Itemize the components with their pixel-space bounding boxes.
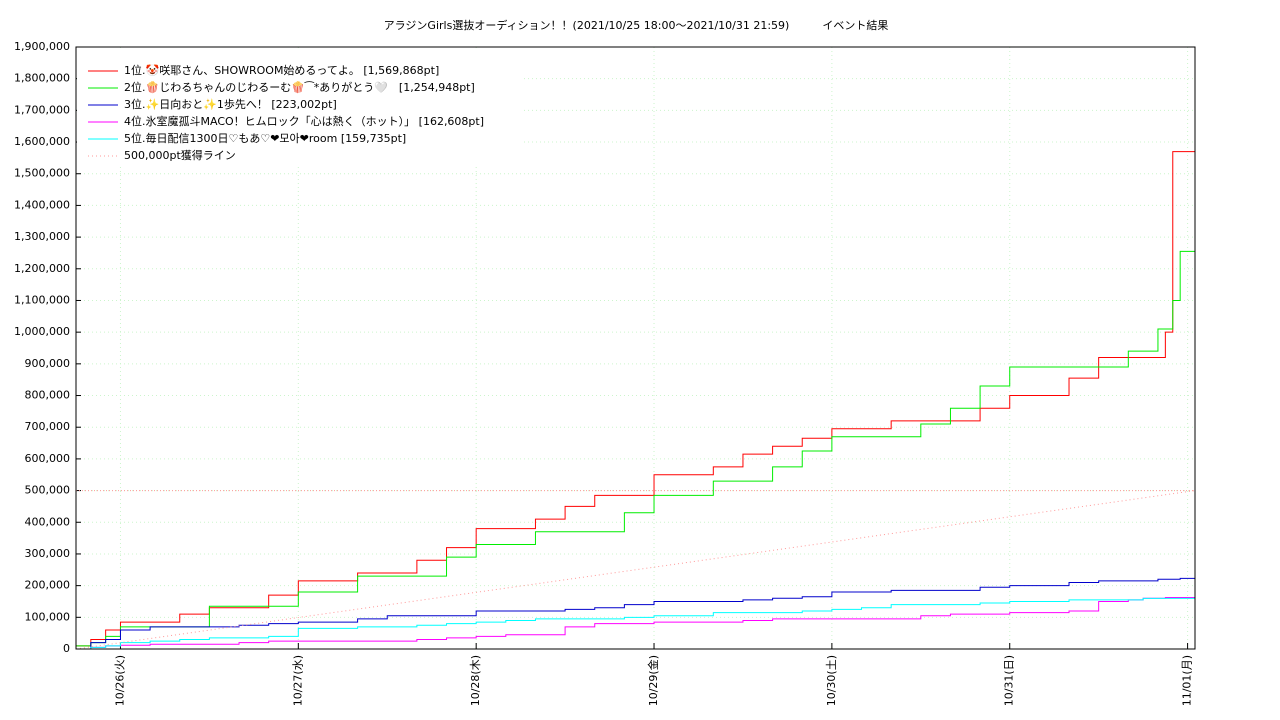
series-line [76, 597, 1195, 650]
y-tick-label: 400,000 [25, 515, 71, 528]
y-tick-label: 0 [63, 642, 70, 655]
y-tick-label: 200,000 [25, 579, 71, 592]
x-tick-label: 10/26(火) [113, 655, 126, 706]
x-tick-label: 10/29(金) [646, 655, 660, 706]
x-tick-label: 10/31(日) [1003, 655, 1016, 706]
x-tick-label: 11/01(月) [1181, 655, 1194, 706]
y-tick-label: 1,100,000 [14, 293, 70, 306]
x-tick-label: 10/27(水) [291, 655, 304, 706]
y-tick-label: 1,600,000 [14, 135, 70, 148]
series-line [75, 490, 1196, 650]
x-tick-label: 10/28(木) [469, 655, 482, 706]
y-tick-label: 100,000 [25, 610, 71, 623]
y-tick-label: 500,000 [25, 484, 71, 497]
y-tick-label: 1,400,000 [14, 198, 70, 211]
y-tick-label: 900,000 [25, 357, 71, 370]
y-tick-label: 1,300,000 [14, 230, 70, 243]
legend-label: 1位.🤡咲耶さん、SHOWROOM始めるってよ。 [1,569,868pt] [124, 63, 439, 77]
y-tick-label: 1,500,000 [14, 167, 70, 180]
legend-label: 4位.氷室魔孤斗MACO！ヒムロック「心は熱く（ホット）」 [162,608pt… [124, 114, 484, 128]
y-tick-label: 1,800,000 [14, 72, 70, 85]
y-tick-label: 1,900,000 [14, 40, 70, 53]
legend-label: 500,000pt獲得ライン [124, 149, 236, 162]
y-tick-label: 700,000 [25, 420, 71, 433]
series-line [76, 151, 1195, 647]
legend-label: 5位.毎日配信1300日♡もあ♡❤모아❤room [159,735pt] [124, 131, 406, 145]
legend-label: 2位.🍿じわるちゃんのじわるーむ🍿⁀*ありがとう🤍 [1,254,948pt] [124, 80, 475, 94]
series-line [76, 596, 1195, 650]
plot-frame [75, 46, 1196, 650]
y-tick-label: 1,000,000 [14, 325, 70, 338]
y-tick-label: 1,700,000 [14, 103, 70, 116]
y-tick-label: 1,200,000 [14, 262, 70, 275]
y-tick-label: 600,000 [25, 452, 71, 465]
y-tick-label: 300,000 [25, 547, 71, 560]
series-line [76, 250, 1195, 647]
y-tick-label: 800,000 [25, 389, 71, 402]
legend-box [77, 48, 522, 166]
x-tick-label: 10/30(土) [825, 655, 838, 706]
chart-title: アラジンGirls選抜オーディション！！(2021/10/25 18:00〜20… [384, 18, 889, 32]
legend-label: 3位.✨日向おと✨1歩先へ！ [223,002pt] [124, 97, 337, 111]
